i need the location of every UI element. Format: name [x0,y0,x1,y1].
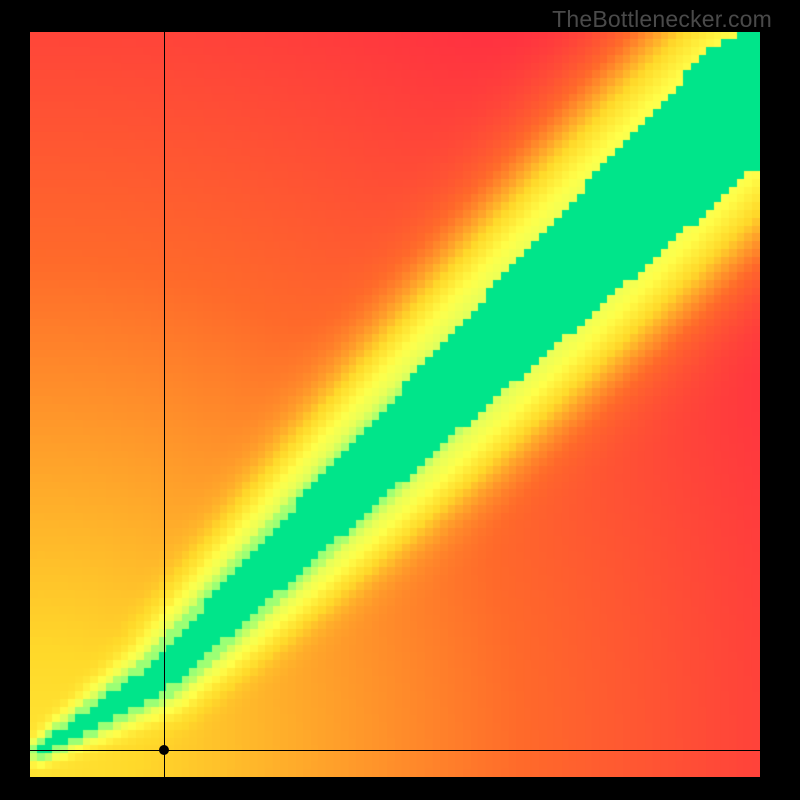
heatmap-canvas [30,32,760,777]
heatmap-plot [30,32,760,777]
watermark-text: TheBottlenecker.com [552,6,772,33]
crosshair-horizontal [30,750,760,751]
crosshair-vertical [164,32,165,777]
